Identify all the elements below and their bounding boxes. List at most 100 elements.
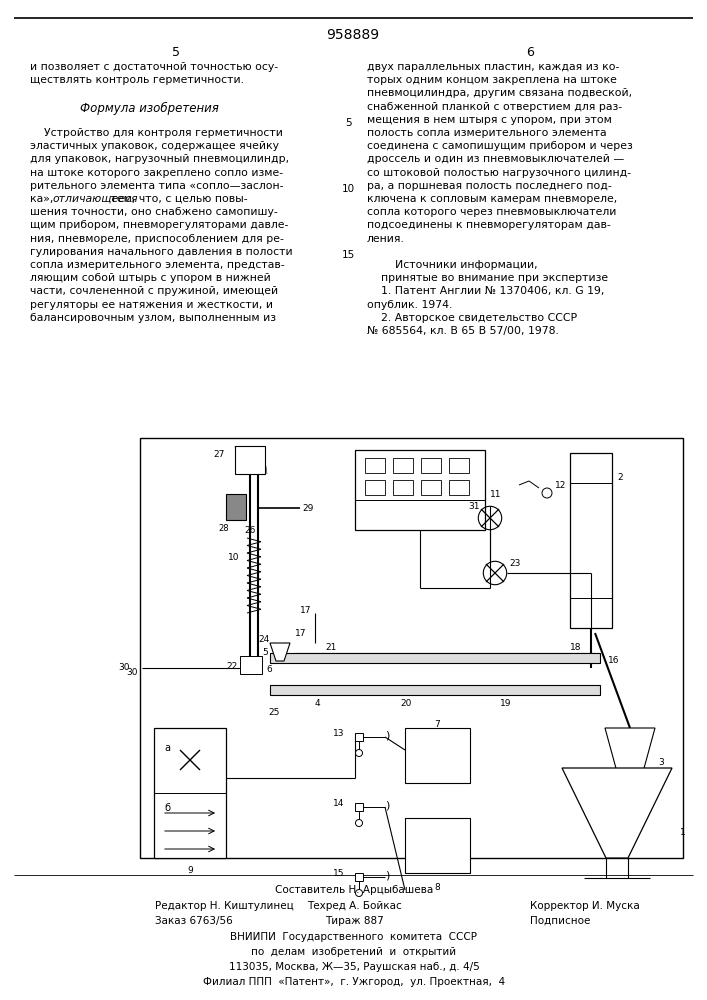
Text: 28: 28 [218,524,229,533]
Text: Тираж 887: Тираж 887 [325,916,383,926]
Text: 113035, Москва, Ж—35, Раушская наб., д. 4/5: 113035, Москва, Ж—35, Раушская наб., д. … [228,962,479,972]
Text: 19: 19 [500,699,511,708]
Text: 24: 24 [258,635,269,644]
Text: 8: 8 [434,883,440,892]
Text: на штоке которого закреплено сопло изме-: на штоке которого закреплено сопло изме- [30,168,283,178]
Text: 13: 13 [333,729,344,738]
Bar [355,733,363,741]
Text: 23: 23 [509,559,520,568]
Polygon shape [270,643,290,661]
Text: 25: 25 [268,708,279,717]
Text: гулирования начального давления в полости: гулирования начального давления в полост… [30,247,293,257]
Text: ляющим собой штырь с упором в нижней: ляющим собой штырь с упором в нижней [30,273,271,283]
Text: Филиал ППП  «Патент»,  г. Ужгород,  ул. Проектная,  4: Филиал ППП «Патент», г. Ужгород, ул. Про… [203,977,505,987]
Text: 20: 20 [400,699,411,708]
Text: Устройство для контроля герметичности: Устройство для контроля герметичности [30,128,283,138]
Text: ления.: ления. [367,234,405,244]
Text: 14: 14 [333,799,344,808]
Text: рительного элемента типа «сопло—заслон-: рительного элемента типа «сопло—заслон- [30,181,284,191]
Bar [570,453,612,628]
Text: ): ) [385,871,390,881]
Circle shape [356,750,363,756]
Text: ): ) [385,801,390,811]
Text: 2. Авторское свидетельство СССР: 2. Авторское свидетельство СССР [367,313,577,323]
Text: для упаковок, нагрузочный пневмоцилиндр,: для упаковок, нагрузочный пневмоцилиндр, [30,154,289,164]
Text: 1: 1 [680,828,686,837]
Text: пневмоцилиндра, другим связана подвеской,: пневмоцилиндра, другим связана подвеской… [367,88,632,98]
Text: 12: 12 [555,481,566,490]
Text: тем, что, с целью повы-: тем, что, с целью повы- [107,194,248,204]
Text: 11: 11 [490,490,501,499]
Text: Формула изобретения: Формула изобретения [80,102,219,115]
Bar [421,480,441,495]
Text: 29: 29 [302,504,313,513]
Text: 22: 22 [226,662,238,671]
Text: ра, а поршневая полость последнего под-: ра, а поршневая полость последнего под- [367,181,612,191]
Text: 1. Патент Англии № 1370406, кл. G 19,: 1. Патент Англии № 1370406, кл. G 19, [367,286,604,296]
Text: балансировочным узлом, выполненным из: балансировочным узлом, выполненным из [30,313,276,323]
Text: подсоединены к пневморегуляторам дав-: подсоединены к пневморегуляторам дав- [367,220,611,230]
Bar [235,446,265,474]
Text: 15: 15 [333,869,344,878]
Text: эластичных упаковок, содержащее ячейку: эластичных упаковок, содержащее ячейку [30,141,279,151]
Text: щим прибором, пневморегуляторами давле-: щим прибором, пневморегуляторами давле- [30,220,288,230]
Text: 3: 3 [658,758,664,767]
Text: 16: 16 [608,656,619,665]
Circle shape [356,820,363,826]
Bar [270,685,600,695]
Text: шения точности, оно снабжено самопишу-: шения точности, оно снабжено самопишу- [30,207,278,217]
Text: 10: 10 [341,184,355,194]
Text: Составитель Н. Арцыбашева: Составитель Н. Арцыбашева [275,885,433,895]
Text: 17: 17 [300,606,312,615]
Text: 5: 5 [172,46,180,59]
Circle shape [356,890,363,896]
Text: снабженной планкой с отверстием для раз-: снабженной планкой с отверстием для раз- [367,102,622,112]
Text: 958889: 958889 [327,28,380,42]
Text: 5: 5 [262,648,268,657]
Bar [355,873,363,881]
Text: ключена к сопловым камерам пневмореле,: ключена к сопловым камерам пневмореле, [367,194,617,204]
Text: опублик. 1974.: опублик. 1974. [367,300,452,310]
Text: 21: 21 [325,643,337,652]
Text: a: a [164,743,170,753]
Text: 9: 9 [187,866,193,875]
Text: Техред А. Бойкас: Техред А. Бойкас [307,901,402,911]
Bar [365,458,385,473]
Text: сопла измерительного элемента, представ-: сопла измерительного элемента, представ- [30,260,285,270]
Text: 18: 18 [570,643,581,652]
Text: мещения в нем штыря с упором, при этом: мещения в нем штыря с упором, при этом [367,115,612,125]
Bar [226,494,246,520]
Text: соединена с самопишущим прибором и через: соединена с самопишущим прибором и через [367,141,633,151]
Text: ВНИИПИ  Государственного  комитета  СССР: ВНИИПИ Государственного комитета СССР [230,932,477,942]
Text: 6: 6 [266,665,271,674]
Text: по  делам  изобретений  и  открытий: по делам изобретений и открытий [252,947,457,957]
Text: регуляторы ее натяжения и жесткости, и: регуляторы ее натяжения и жесткости, и [30,300,273,310]
Text: 26: 26 [244,526,255,535]
Bar [355,803,363,811]
Text: полость сопла измерительного элемента: полость сопла измерительного элемента [367,128,607,138]
Bar [140,438,683,858]
Text: 7: 7 [434,720,440,729]
Circle shape [542,488,552,498]
Bar [449,480,469,495]
Bar [393,480,413,495]
Bar [405,728,470,783]
Text: 5: 5 [345,118,351,128]
Text: Источники информации,: Источники информации, [367,260,537,270]
Bar [240,656,262,674]
Text: Подписное: Подписное [530,916,590,926]
Bar [449,458,469,473]
Text: Корректор И. Муска: Корректор И. Муска [530,901,640,911]
Text: 27: 27 [213,450,224,459]
Bar [405,818,470,873]
Text: ка»,: ка», [30,194,57,204]
Bar [154,728,226,858]
Bar [270,653,600,663]
Bar [393,458,413,473]
Bar [421,458,441,473]
Text: принятые во внимание при экспертизе: принятые во внимание при экспертизе [367,273,608,283]
Text: ): ) [385,731,390,741]
Text: 30: 30 [119,663,130,672]
Text: 31: 31 [468,502,479,511]
Bar [355,450,485,530]
